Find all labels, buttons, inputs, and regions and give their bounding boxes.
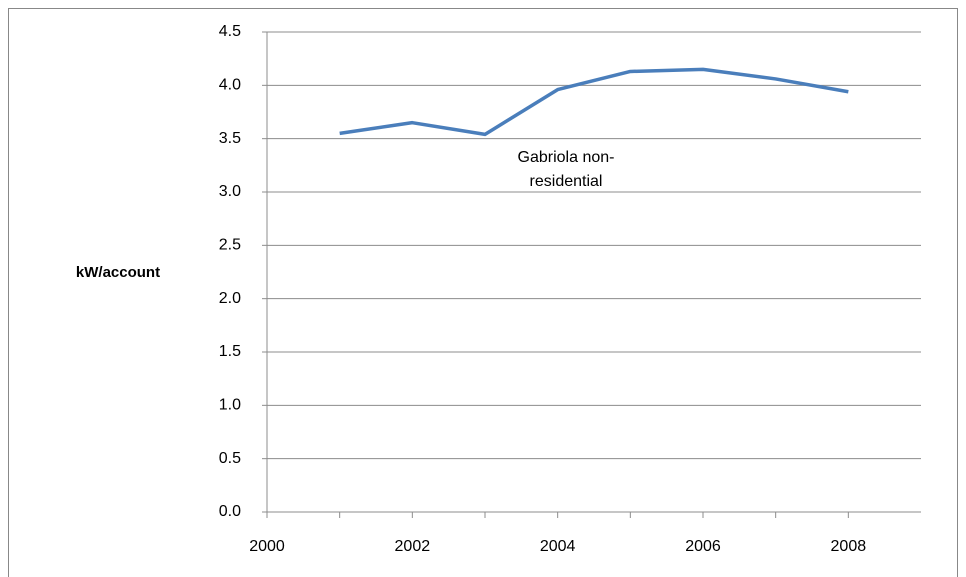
y-tick-label: 3.5 [219, 130, 241, 147]
y-tick-label: 0.5 [219, 450, 241, 467]
x-tick-label: 2006 [685, 538, 721, 555]
y-tick-label: 2.5 [219, 237, 241, 254]
chart-frame [8, 8, 958, 577]
y-tick-label: 4.0 [219, 77, 241, 94]
y-axis-label: kW/account [76, 264, 160, 281]
series-annotation: Gabriola non-residential [517, 149, 615, 190]
y-tick-label: 1.0 [219, 397, 241, 414]
y-tick-label: 0.0 [219, 503, 241, 520]
y-tick-label: 4.5 [219, 23, 241, 40]
x-tick-label: 2008 [831, 538, 867, 555]
y-tick-label: 1.5 [219, 343, 241, 360]
x-tick-label: 2004 [540, 538, 576, 555]
y-tick-label: 3.0 [219, 183, 241, 200]
x-tick-label: 2000 [249, 538, 285, 555]
x-tick-label: 2002 [395, 538, 431, 555]
y-tick-label: 2.0 [219, 290, 241, 307]
data-line [339, 67, 849, 137]
